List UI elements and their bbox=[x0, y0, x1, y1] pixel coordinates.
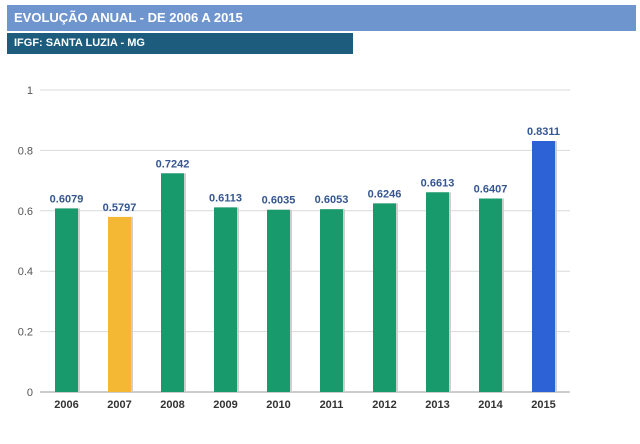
data-label: 0.6407 bbox=[474, 184, 508, 196]
data-label: 0.7242 bbox=[156, 158, 190, 170]
x-tick-label: 2014 bbox=[478, 399, 503, 411]
data-label: 0.6053 bbox=[315, 194, 349, 206]
chart-area: 0.6079 0.5797 0.7242 0.6113 0.6035 0.6053 0.62… bbox=[0, 60, 640, 439]
x-tick-label: 2011 bbox=[320, 399, 344, 411]
y-tick-label: 0 bbox=[27, 387, 33, 399]
x-tick-label: 2013 bbox=[425, 399, 449, 411]
bar[interactable] bbox=[161, 173, 184, 392]
x-tick-label: 2008 bbox=[160, 399, 184, 411]
data-label: 0.6035 bbox=[262, 195, 296, 207]
bar[interactable] bbox=[532, 141, 555, 392]
chart-subtitle: IFGF: SANTA LUZIA - MG bbox=[14, 37, 145, 49]
y-tick-label: 0.6 bbox=[18, 206, 33, 218]
bar[interactable] bbox=[373, 203, 396, 392]
bar[interactable] bbox=[426, 192, 449, 392]
y-tick-label: 0.8 bbox=[18, 145, 33, 157]
data-label: 0.6246 bbox=[368, 188, 402, 200]
x-tick-label: 2015 bbox=[531, 399, 555, 411]
x-tick-label: 2007 bbox=[107, 399, 131, 411]
chart-subtitle-bar: IFGF: SANTA LUZIA - MG bbox=[7, 33, 353, 54]
y-tick-label: 1 bbox=[27, 85, 33, 97]
x-tick-label: 2010 bbox=[266, 399, 290, 411]
bar[interactable] bbox=[479, 198, 502, 392]
x-tick-label: 2006 bbox=[54, 399, 78, 411]
data-label: 0.5797 bbox=[103, 202, 137, 214]
y-tick-label: 0.4 bbox=[18, 266, 33, 278]
x-tick-label: 2009 bbox=[213, 399, 237, 411]
y-tick-label: 0.2 bbox=[18, 327, 33, 339]
bar[interactable] bbox=[108, 216, 131, 392]
data-label: 0.6079 bbox=[50, 193, 84, 205]
bar[interactable] bbox=[55, 208, 78, 392]
data-label: 0.6113 bbox=[209, 192, 242, 204]
bar[interactable] bbox=[320, 209, 343, 392]
bar[interactable] bbox=[267, 209, 290, 392]
x-tick-label: 2012 bbox=[372, 399, 396, 411]
chart-title: EVOLUÇÃO ANUAL - DE 2006 A 2015 bbox=[14, 10, 243, 25]
chart-title-bar: EVOLUÇÃO ANUAL - DE 2006 A 2015 bbox=[7, 5, 636, 31]
bar[interactable] bbox=[214, 207, 237, 392]
data-label: 0.8311 bbox=[527, 126, 560, 138]
data-label: 0.6613 bbox=[421, 177, 455, 189]
